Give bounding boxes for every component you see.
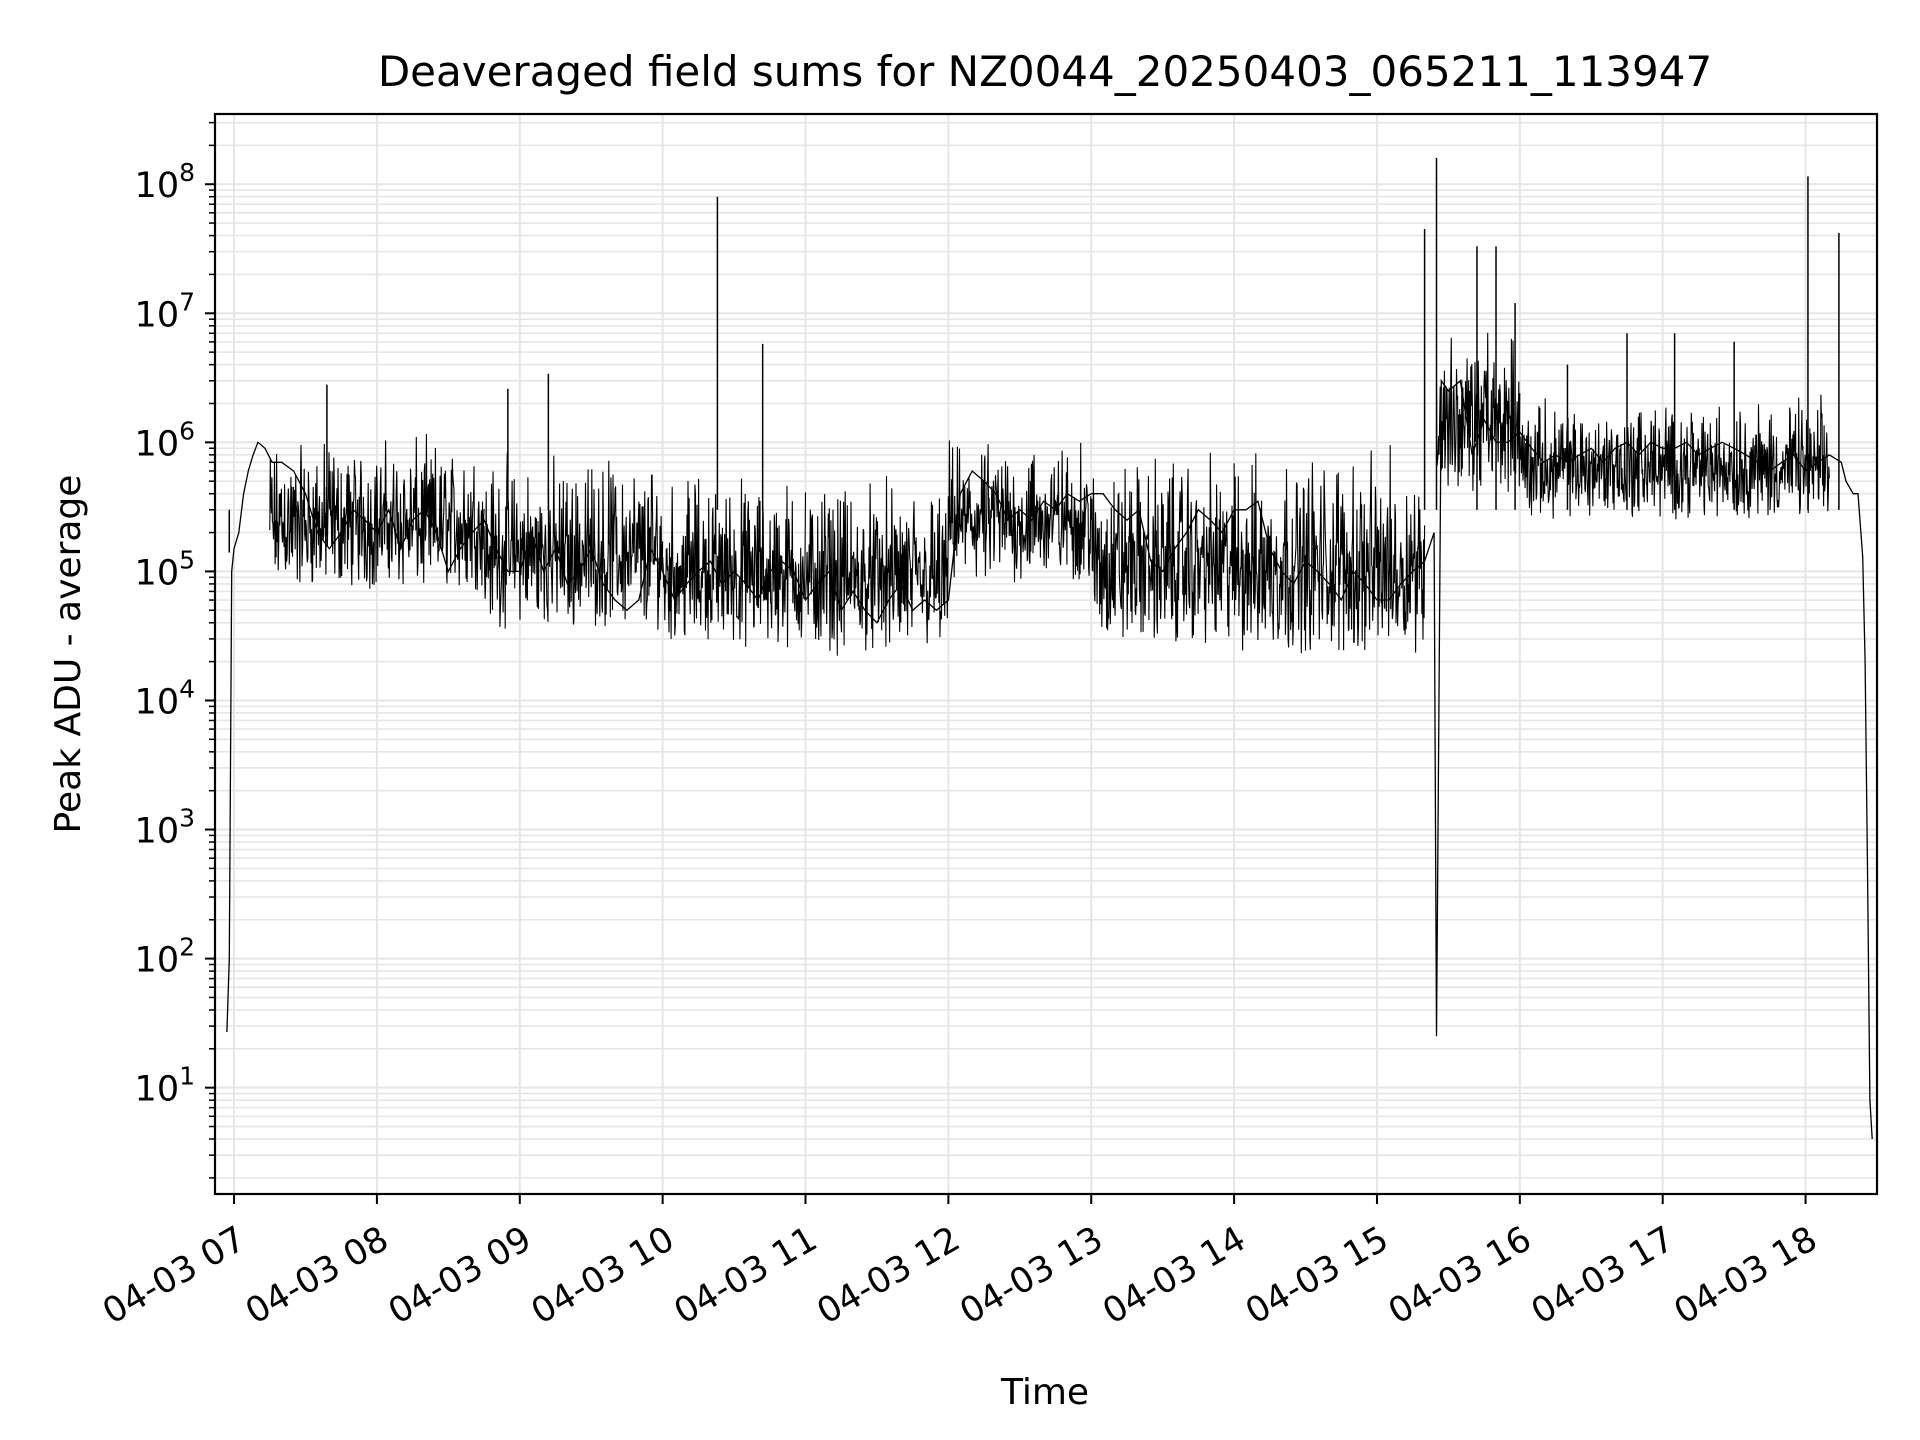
chart-title: Deaveraged field sums for NZ0044_2025040… [378, 47, 1712, 96]
series-group [226, 157, 1873, 1140]
y-tick-exponent: 8 [179, 158, 195, 187]
y-tick-exponent: 6 [179, 416, 195, 445]
y-tick-exponent: 4 [179, 674, 195, 703]
noise-trace [483, 452, 664, 630]
noise-trace [1435, 332, 1521, 492]
y-tick-label: 101 [135, 1062, 195, 1110]
y-tick-label: 105 [135, 545, 195, 593]
y-tick-base: 10 [135, 166, 180, 206]
y-tick-exponent: 7 [179, 287, 195, 316]
y-tick-base: 10 [135, 682, 180, 722]
noise-trace [947, 440, 1092, 583]
y-tick-base: 10 [135, 812, 180, 852]
x-axis-label: Time [1000, 1372, 1089, 1413]
y-tick-base: 10 [135, 295, 180, 335]
y-tick-exponent: 3 [179, 804, 195, 833]
y-tick-label: 103 [135, 804, 195, 852]
plot-frame [213, 112, 1879, 1196]
y-tick-label: 107 [135, 287, 195, 335]
y-tick-exponent: 5 [179, 545, 195, 574]
y-tick-base: 10 [135, 1070, 180, 1110]
y-tick-label: 108 [135, 158, 195, 206]
y-tick-label: 102 [135, 933, 195, 981]
y-axis-label: Peak ADU - average [48, 475, 89, 834]
y-tick-base: 10 [135, 553, 180, 593]
noise-trace [662, 478, 807, 648]
noise-trace [269, 433, 485, 591]
noise-trace [1233, 445, 1426, 654]
y-tick-base: 10 [135, 941, 180, 981]
noise-trace [804, 475, 949, 656]
y-tick-label: 106 [135, 416, 195, 464]
plot-area [226, 157, 1873, 1140]
noise-trace [1090, 452, 1235, 643]
y-tick-label: 104 [135, 674, 195, 722]
y-tick-base: 10 [135, 424, 180, 464]
grid [215, 114, 1877, 1194]
y-tick-exponent: 1 [179, 1062, 195, 1091]
y-tick-exponent: 2 [179, 933, 195, 962]
series-line [226, 378, 1873, 1140]
